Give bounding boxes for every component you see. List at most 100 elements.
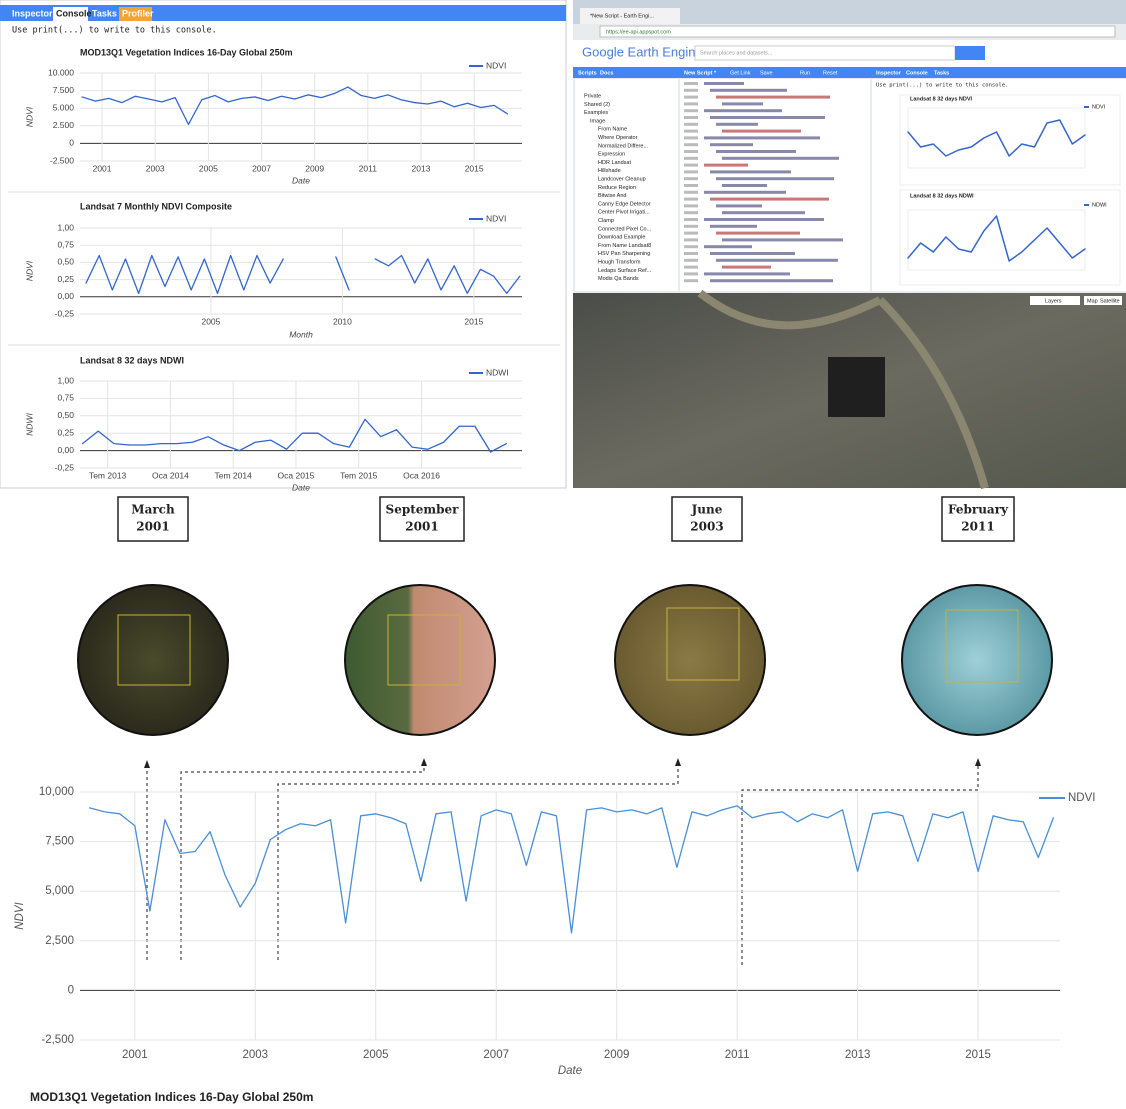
script-item[interactable]: Shared (2) bbox=[584, 102, 610, 108]
button[interactable]: Run bbox=[800, 70, 810, 76]
code-line bbox=[704, 272, 790, 275]
chart-title: MOD13Q1 Vegetation Indices 16-Day Global… bbox=[30, 1090, 313, 1104]
legend-label: NDVI bbox=[1068, 792, 1095, 804]
code-line bbox=[722, 238, 843, 241]
code-line bbox=[684, 109, 698, 112]
page: Inspector Console Tasks Profiler Use pri… bbox=[0, 0, 1126, 1109]
code-line bbox=[684, 211, 698, 214]
code-line bbox=[722, 157, 839, 160]
script-item[interactable]: Center Pivot Irrigati... bbox=[598, 210, 650, 216]
snapshot-year: 2001 bbox=[405, 520, 438, 534]
tab[interactable]: Console bbox=[56, 8, 92, 18]
code-line bbox=[710, 225, 757, 228]
code-line bbox=[684, 218, 698, 221]
code-line bbox=[704, 245, 752, 248]
code-line bbox=[722, 266, 771, 269]
tab[interactable]: Inspector bbox=[876, 70, 902, 76]
x-tick-label: 2015 bbox=[965, 1049, 991, 1061]
tab-title: *New Script - Earth Engi... bbox=[590, 13, 654, 19]
y-tick-label: -2.500 bbox=[50, 155, 74, 165]
legend-label: NDWI bbox=[1092, 202, 1107, 208]
legend-label: NDVI bbox=[1092, 104, 1106, 110]
script-item[interactable]: Download Example bbox=[598, 235, 645, 241]
script-item[interactable]: Normalized Differe... bbox=[598, 143, 648, 149]
y-tick-label: 10.000 bbox=[48, 67, 74, 77]
script-item[interactable]: Private bbox=[584, 93, 601, 99]
code-line bbox=[684, 116, 698, 119]
script-item[interactable]: Clamp bbox=[598, 218, 614, 224]
script-item[interactable]: Examples bbox=[584, 110, 608, 116]
y-axis-label: NDVI bbox=[14, 901, 26, 929]
tab[interactable]: Inspector bbox=[12, 8, 53, 18]
code-line bbox=[710, 89, 787, 92]
code-line bbox=[716, 232, 800, 235]
button[interactable]: New Script * bbox=[684, 70, 717, 76]
search-button[interactable] bbox=[955, 46, 985, 60]
x-tick-label: Oca 2014 bbox=[152, 470, 189, 480]
script-item[interactable]: Bitwise And bbox=[598, 193, 626, 199]
x-tick-label: 2007 bbox=[483, 1049, 509, 1061]
code-line bbox=[710, 170, 791, 173]
connector bbox=[278, 766, 678, 960]
tab[interactable]: Scripts bbox=[578, 70, 597, 76]
script-item[interactable]: Ledaps Surface Ref... bbox=[598, 268, 652, 274]
y-axis-label: NDVI bbox=[24, 106, 34, 127]
script-item[interactable]: Reduce Region bbox=[598, 185, 636, 191]
code-line bbox=[722, 184, 767, 187]
code-line bbox=[716, 259, 838, 262]
code-line bbox=[684, 238, 698, 241]
script-item[interactable]: From Name Landsat8 bbox=[598, 243, 651, 249]
tab[interactable]: Profiler bbox=[122, 8, 154, 18]
code-line bbox=[704, 191, 786, 194]
code-line bbox=[704, 109, 782, 112]
code-line bbox=[716, 96, 830, 99]
y-tick-label: 0,75 bbox=[57, 239, 74, 249]
script-item[interactable]: Expression bbox=[598, 152, 625, 158]
address-bar[interactable] bbox=[600, 26, 1115, 37]
x-tick-label: 2001 bbox=[122, 1049, 148, 1061]
y-tick-label: 2,500 bbox=[45, 935, 74, 947]
legend-label: NDVI bbox=[486, 60, 506, 70]
script-item[interactable]: Hough Transform bbox=[598, 259, 641, 265]
script-item[interactable]: Landcover Cleanup bbox=[598, 176, 646, 182]
code-line bbox=[704, 136, 820, 139]
code-line bbox=[684, 123, 698, 126]
tab[interactable]: Tasks bbox=[92, 8, 117, 18]
script-item[interactable]: Image bbox=[590, 118, 605, 124]
x-tick-label: Tem 2013 bbox=[89, 470, 127, 480]
legend-label: NDWI bbox=[486, 367, 509, 377]
snapshot-year: 2001 bbox=[136, 520, 169, 534]
x-tick-label: 2003 bbox=[146, 163, 165, 173]
snapshot-month: September bbox=[386, 503, 460, 517]
code-line bbox=[710, 252, 795, 255]
script-item[interactable]: Where Operator bbox=[598, 135, 638, 141]
x-tick-label: 2003 bbox=[242, 1049, 268, 1061]
script-item[interactable]: Modis Qa Bands bbox=[598, 276, 639, 282]
script-item[interactable]: HDR Landsat bbox=[598, 160, 631, 166]
y-tick-label: 0,00 bbox=[57, 445, 74, 455]
x-tick-label: Tem 2015 bbox=[340, 470, 378, 480]
code-line bbox=[710, 198, 829, 201]
script-item[interactable]: From Name bbox=[598, 127, 627, 133]
code-line bbox=[704, 218, 824, 221]
x-tick-label: Tem 2014 bbox=[215, 470, 253, 480]
script-item[interactable]: HSV Pan Sharpening bbox=[598, 251, 650, 257]
tab[interactable]: Tasks bbox=[934, 70, 949, 76]
script-item[interactable]: Connected Pixel Co... bbox=[598, 226, 652, 232]
code-line bbox=[716, 204, 762, 207]
y-tick-label: 0,25 bbox=[57, 427, 74, 437]
code-line bbox=[684, 252, 698, 255]
x-tick-label: 2013 bbox=[845, 1049, 871, 1061]
tab[interactable]: Docs bbox=[600, 70, 613, 76]
button[interactable]: Reset bbox=[823, 70, 838, 76]
code-line bbox=[684, 177, 698, 180]
y-tick-label: 7,500 bbox=[45, 836, 74, 848]
script-item[interactable]: Canny Edge Detector bbox=[598, 201, 651, 207]
button[interactable]: Save bbox=[760, 70, 773, 76]
chart-title: MOD13Q1 Vegetation Indices 16-Day Global… bbox=[80, 47, 293, 57]
code-line bbox=[716, 150, 796, 153]
code-line bbox=[684, 279, 698, 282]
script-item[interactable]: Hillshade bbox=[598, 168, 621, 174]
tab[interactable]: Console bbox=[906, 70, 928, 76]
button[interactable]: Get Link bbox=[730, 70, 751, 76]
